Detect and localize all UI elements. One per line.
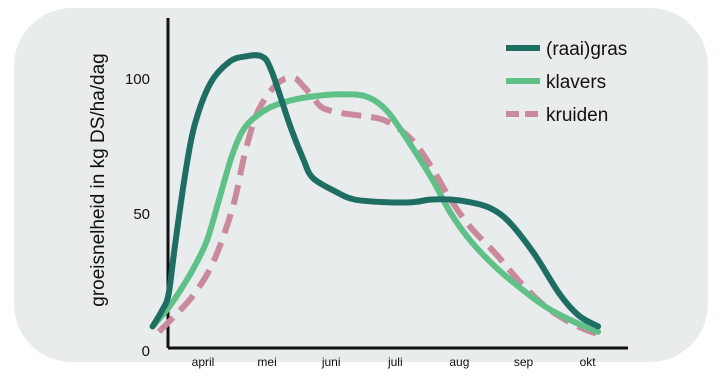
y-tick-label: 100 xyxy=(125,71,150,88)
y-tick-label: 0 xyxy=(142,343,150,360)
x-tick-label: juni xyxy=(321,355,341,369)
legend-label: kruiden xyxy=(546,105,608,126)
x-tick-label: april xyxy=(192,355,215,369)
legend-label: (raai)gras xyxy=(546,39,627,60)
legend: (raai)gras klavers kruiden xyxy=(506,39,627,126)
x-tick-label: aug xyxy=(449,355,469,369)
y-axis-label: groeisnelheid in kg DS/ha/dag xyxy=(88,53,109,307)
x-tick-label: juli xyxy=(387,355,403,369)
x-tick-label: okt xyxy=(580,355,597,369)
series-line-raaigras xyxy=(149,52,602,330)
series-line-klavers xyxy=(149,91,602,335)
x-axis-ticks: april mei juni juli aug sep okt xyxy=(192,355,597,369)
series-lines xyxy=(149,52,602,338)
y-tick-label: 50 xyxy=(133,206,150,223)
chart-background xyxy=(14,8,708,362)
legend-label: klavers xyxy=(546,72,606,93)
series-line-kruiden xyxy=(156,74,600,338)
x-tick-label: mei xyxy=(257,355,276,369)
x-tick-label: sep xyxy=(514,355,534,369)
